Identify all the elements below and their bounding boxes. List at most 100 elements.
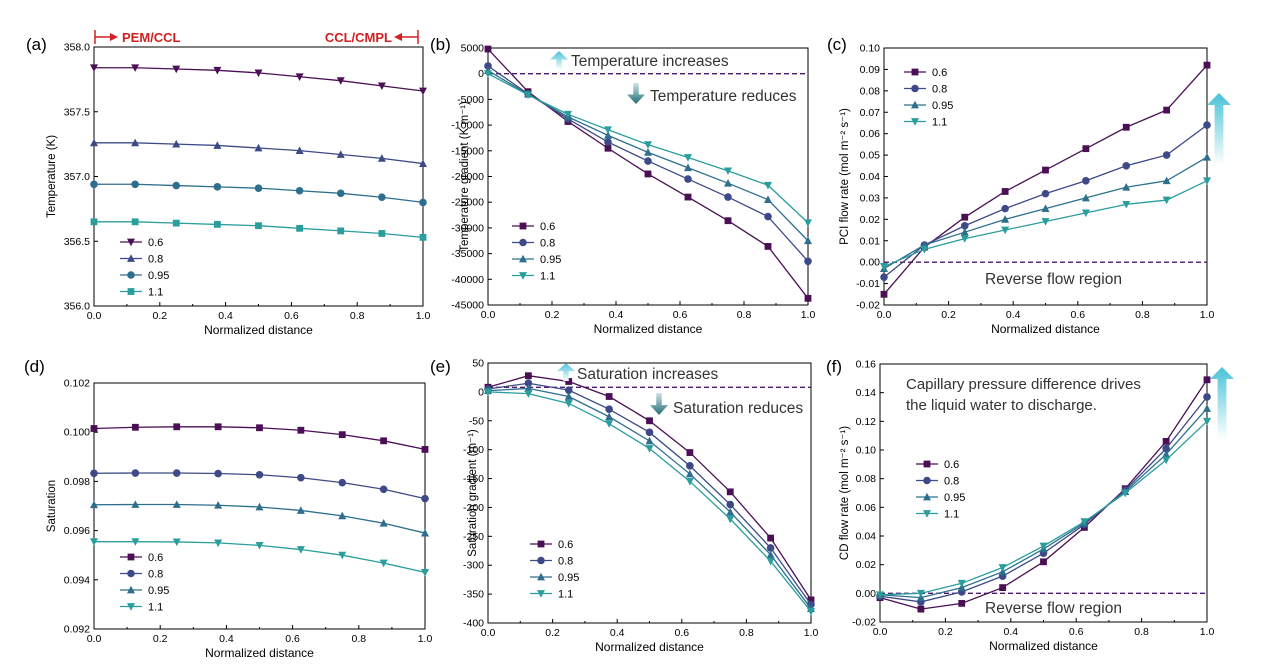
data-point <box>1040 558 1047 566</box>
data-point <box>686 449 694 456</box>
data-point <box>297 473 305 482</box>
data-point <box>764 195 772 204</box>
legend-label: 1.1 <box>540 271 555 283</box>
data-point <box>1001 226 1010 235</box>
legend-label: 0.8 <box>558 556 573 568</box>
panel-d: (d) 0.0 0.2 0.4 0.6 0.8 1.0 0.092 0.094 0.096 0.09… <box>24 357 432 660</box>
panel-a: (a) 0.0 0.2 0.4 0.6 0.8 1.0 356.0 356.5 357.0 357.… <box>26 30 430 337</box>
y-tick-label: -300 <box>463 560 484 572</box>
data-point <box>957 579 966 588</box>
y-tick-label: 0.04 <box>856 531 877 543</box>
series-0.8 <box>90 469 429 503</box>
data-point <box>338 551 347 560</box>
data-point <box>255 502 264 511</box>
data-point <box>724 178 732 187</box>
x-tick-label: 0.0 <box>87 310 102 322</box>
y-tick-label: 0.100 <box>64 427 90 439</box>
data-point <box>880 263 888 271</box>
data-point <box>644 141 652 149</box>
x-tick-label: 0.2 <box>938 626 953 638</box>
data-point <box>764 212 772 221</box>
data-point <box>172 219 180 227</box>
data-point <box>421 494 429 503</box>
x-tick-label: 1.0 <box>801 309 816 321</box>
data-point <box>255 470 264 479</box>
panel-label: (a) <box>26 35 47 54</box>
data-point <box>90 180 98 189</box>
data-point <box>90 500 98 509</box>
y-tick-label: 0.05 <box>860 150 881 162</box>
data-point <box>256 424 263 432</box>
x-tick-label: 1.0 <box>418 633 433 645</box>
x-tick-label: 0.4 <box>1006 309 1021 321</box>
y-tick-label: 50 <box>472 358 484 370</box>
y-tick-label: 0.10 <box>860 43 881 55</box>
data-point <box>764 181 772 190</box>
data-point <box>726 500 735 509</box>
panel-label: (e) <box>430 357 451 376</box>
data-point <box>295 146 304 154</box>
y-tick-label: -350 <box>463 589 484 601</box>
data-point <box>1080 518 1089 526</box>
panel-e: (e) 0.0 0.2 0.4 0.6 0.8 1.0 50 0 -50 -100 -150 -200 -… <box>430 357 818 654</box>
data-point <box>419 198 427 207</box>
y-tick-label: 0.03 <box>860 192 881 204</box>
data-point <box>1042 166 1049 174</box>
series-0.8 <box>90 138 427 167</box>
y-tick-label: 0.02 <box>860 214 881 226</box>
data-point <box>213 221 221 228</box>
data-point <box>767 534 775 542</box>
y-tick-label: 0.102 <box>64 378 90 390</box>
legend-label: 1.1 <box>558 589 573 601</box>
data-point <box>726 507 735 516</box>
data-point <box>213 183 222 191</box>
data-point <box>172 469 181 477</box>
y-tick-label: -35000 <box>451 248 484 260</box>
data-point <box>564 110 572 119</box>
x-axis-label: Normalized distance <box>204 323 313 337</box>
legend-label: 0.8 <box>540 238 555 250</box>
y-tick-label: 356.5 <box>64 236 90 248</box>
data-point <box>1203 177 1211 185</box>
data-point <box>90 538 98 546</box>
data-point <box>295 186 304 195</box>
data-point <box>958 599 966 607</box>
x-tick-label: 0.8 <box>737 309 752 321</box>
data-point <box>644 170 652 178</box>
data-point <box>173 423 181 431</box>
data-point <box>961 213 969 221</box>
legend-label: 0.95 <box>932 100 953 112</box>
x-tick-label: 0.6 <box>284 310 299 322</box>
x-tick-label: 0.2 <box>545 627 560 639</box>
y-tick-label: -50 <box>469 415 484 427</box>
data-point <box>764 243 772 250</box>
legend-marker <box>911 100 919 109</box>
up-arrow-icon <box>557 363 575 381</box>
data-point <box>1162 456 1171 465</box>
data-point <box>131 180 139 189</box>
data-point <box>684 175 692 183</box>
series-0.95 <box>876 404 1211 602</box>
data-point <box>646 417 653 425</box>
y-tick-label: -25000 <box>451 197 484 209</box>
data-point <box>419 233 427 241</box>
data-point <box>90 425 98 432</box>
x-tick-label: 0.4 <box>610 627 625 639</box>
data-point <box>1001 215 1010 223</box>
data-point <box>960 221 969 230</box>
data-point <box>604 138 612 146</box>
data-point <box>1203 417 1211 426</box>
legend-marker <box>537 556 545 565</box>
data-point <box>604 131 612 139</box>
up-arrow-icon <box>1210 367 1234 439</box>
data-point <box>378 193 386 202</box>
legend-marker <box>519 238 527 247</box>
legend-marker <box>519 254 527 263</box>
y-tick-label: 0.02 <box>856 559 877 571</box>
data-point <box>524 91 532 99</box>
data-point <box>644 157 652 165</box>
data-point <box>1122 183 1131 191</box>
y-tick-label: -0.02 <box>856 300 880 312</box>
y-tick-label: 357.5 <box>64 106 90 118</box>
data-point <box>565 378 573 385</box>
